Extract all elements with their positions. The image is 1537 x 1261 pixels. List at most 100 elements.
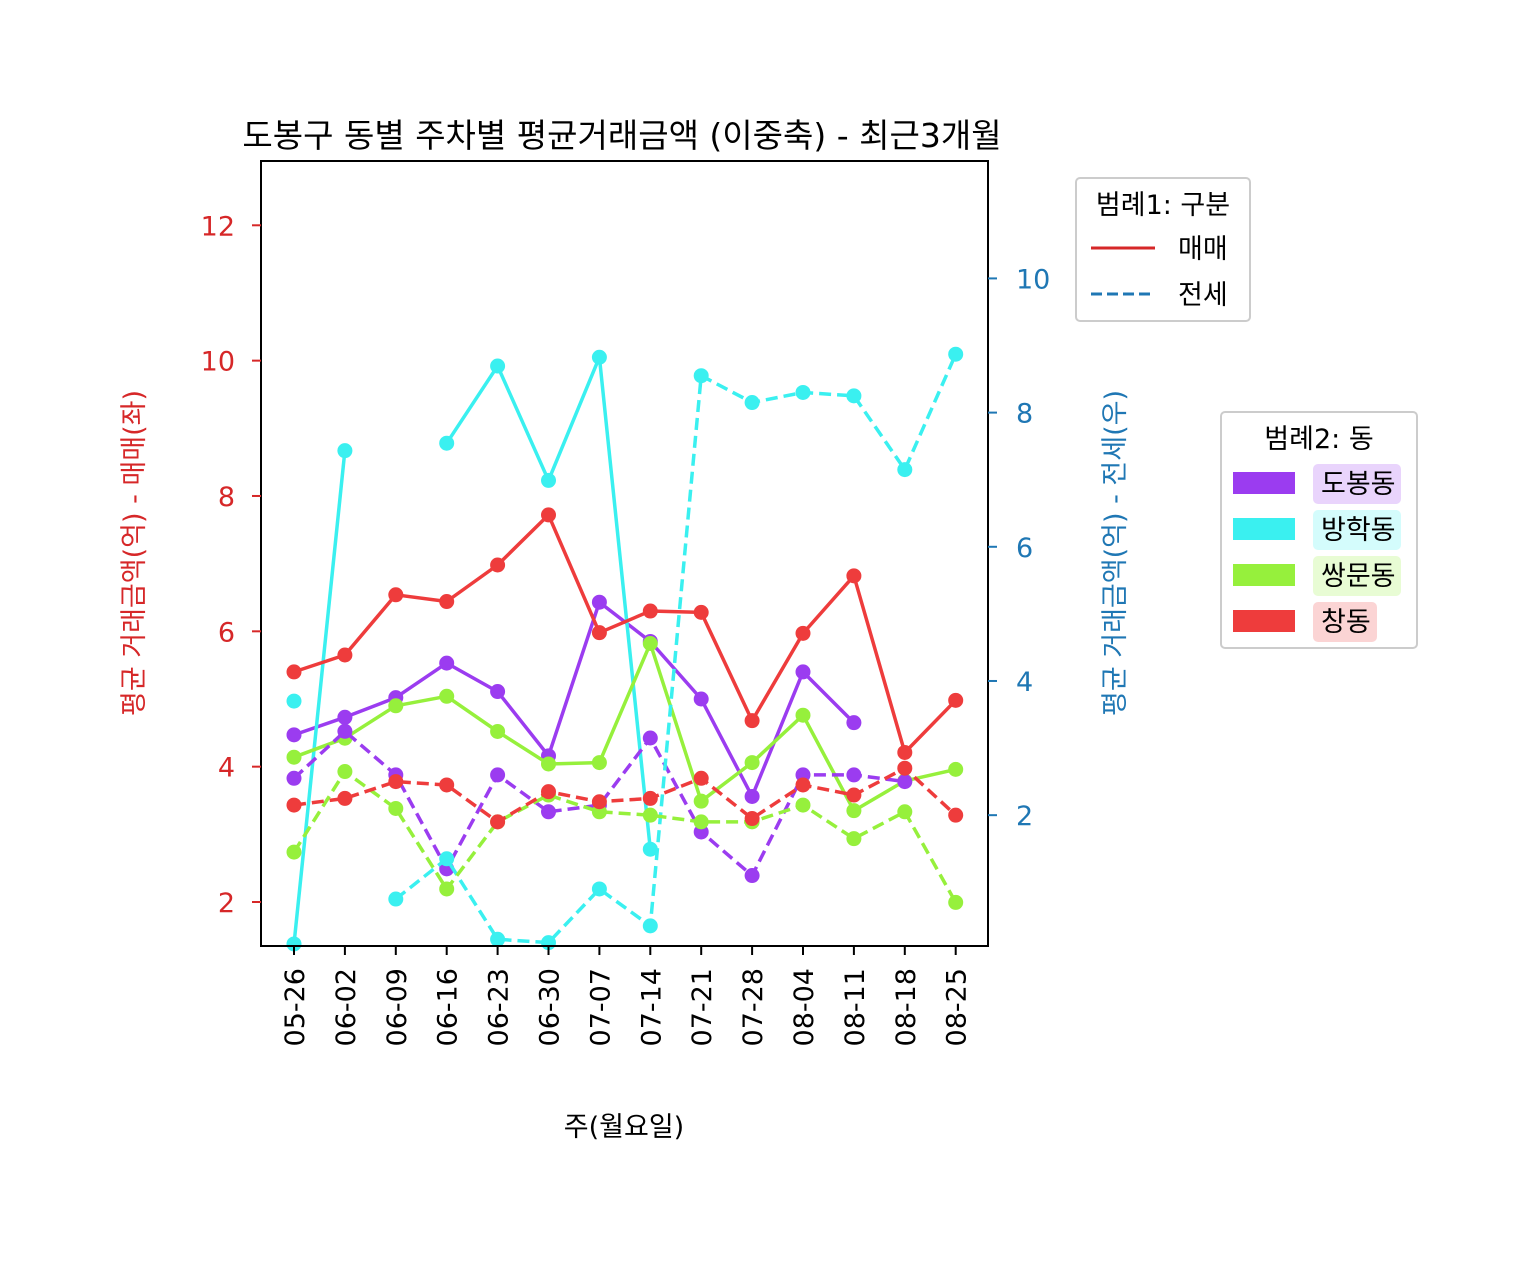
data-point [439, 851, 455, 867]
x-tick-label: 06-30 [535, 968, 566, 1046]
data-point [337, 790, 353, 806]
right-tick-label: 8 [1016, 399, 1033, 430]
data-point [642, 730, 658, 746]
legend-dong-title: 범례2: 동 [1264, 424, 1373, 455]
data-point [693, 793, 709, 809]
series-sale-창동 [286, 507, 964, 760]
data-point [388, 774, 404, 790]
data-point [286, 693, 302, 709]
data-point [591, 625, 607, 641]
left-y-axis-label: 평균 거래금액(억) - 매매(좌) [119, 390, 150, 716]
legend-dong-swatch [1233, 518, 1295, 540]
data-point [541, 784, 556, 800]
x-tick-label: 08-04 [789, 968, 820, 1046]
data-point [388, 587, 404, 603]
data-point [897, 744, 913, 760]
plot-frame [260, 160, 989, 947]
data-point [490, 723, 506, 739]
right-tick-label: 4 [1016, 667, 1033, 698]
legend-dong-label: 방학동 [1321, 515, 1396, 546]
data-point [897, 462, 913, 478]
data-point [846, 787, 862, 803]
data-point [744, 811, 760, 827]
data-point [693, 604, 709, 620]
data-point [642, 603, 658, 619]
data-point [693, 770, 709, 786]
data-point [591, 794, 607, 810]
data-point [541, 472, 556, 488]
data-point [286, 727, 302, 743]
data-point [795, 625, 811, 641]
data-point [897, 804, 913, 820]
data-point [591, 349, 607, 365]
x-tick-label: 06-02 [331, 968, 362, 1046]
data-point [490, 557, 506, 573]
data-point [642, 790, 658, 806]
data-point [337, 764, 353, 780]
left-tick-label: 8 [218, 482, 235, 513]
data-point [846, 767, 862, 783]
x-tick-label: 06-23 [484, 968, 515, 1046]
x-axis: 05-26 06-02 06-09 06-16 06-23 06-30 07-07 07-14… [280, 946, 973, 1046]
data-point [744, 788, 760, 804]
left-tick-label: 2 [218, 888, 235, 919]
x-tick-label: 06-09 [382, 968, 413, 1046]
right-y-axis-label: 평균 거래금액(억) - 전세(우) [1100, 390, 1131, 716]
series-line [293, 513, 957, 755]
data-point [591, 755, 607, 771]
data-point [439, 777, 455, 793]
data-point [286, 797, 302, 813]
data-point [541, 507, 556, 523]
data-point [795, 797, 811, 813]
data-point [591, 881, 607, 897]
data-point [897, 774, 913, 790]
x-tick-label: 07-07 [585, 968, 616, 1046]
data-point [337, 647, 353, 663]
data-point [948, 807, 964, 823]
right-tick-label: 6 [1016, 533, 1033, 564]
data-point [795, 384, 811, 400]
series-line [394, 353, 958, 945]
data-point [337, 443, 353, 459]
data-point [388, 698, 404, 714]
left-tick-label: 6 [218, 617, 235, 648]
data-point [642, 918, 658, 934]
legend-dong-label: 창동 [1321, 607, 1371, 638]
data-point [337, 723, 353, 739]
x-tick-label: 07-21 [687, 968, 718, 1046]
data-point [744, 868, 760, 884]
data-point [846, 388, 862, 404]
data-point [744, 755, 760, 771]
legend-dong-label-bg [1313, 556, 1401, 596]
legend-kind-label-sale: 매매 [1178, 234, 1228, 265]
data-point [948, 346, 964, 362]
data-point [541, 804, 556, 820]
data-point [846, 568, 862, 584]
series-line [292, 769, 958, 904]
left-tick-label: 12 [201, 211, 235, 242]
data-point [439, 435, 455, 451]
data-point [948, 692, 964, 708]
left-y-axis: 2 4 6 8 10 12 [201, 211, 261, 919]
data-point [846, 715, 862, 731]
data-point [286, 936, 302, 952]
right-tick-label: 2 [1016, 801, 1033, 832]
legend-kind-title: 범례1: 구분 [1096, 190, 1230, 221]
data-point [846, 803, 862, 819]
legend-dong-label-bg [1313, 510, 1401, 550]
data-point [693, 814, 709, 830]
data-point [591, 594, 607, 610]
series-sale-방학동 [286, 349, 658, 952]
data-point [490, 814, 506, 830]
data-point [897, 760, 913, 776]
data-point [642, 807, 658, 823]
series-sale-도봉동 [286, 594, 862, 804]
series-line [445, 355, 653, 850]
data-point [439, 655, 455, 671]
data-point [795, 777, 811, 793]
series-line [292, 450, 347, 945]
data-point [388, 891, 404, 907]
legend-dong-label: 도봉동 [1321, 469, 1396, 500]
